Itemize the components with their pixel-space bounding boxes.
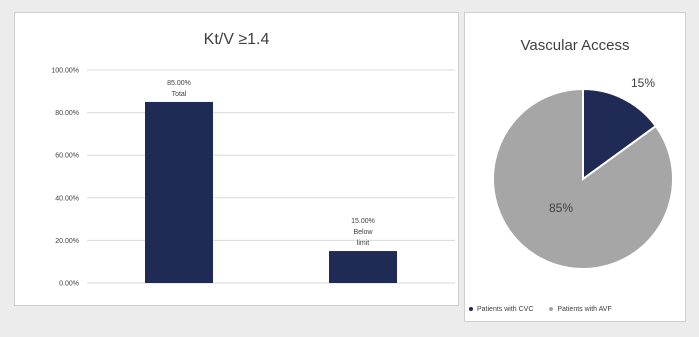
bar-data-label: Total (172, 91, 187, 98)
bar-data-label: 15.00% (351, 218, 375, 225)
legend-label-cvc: Patients with CVC (477, 306, 534, 313)
legend-swatch-avf (549, 307, 554, 312)
legend-item-avf: Patients with AVF (549, 306, 612, 313)
bar-chart-svg: 0.00% 20.00% 40.00% 60.00% 80.00% 100.00% 85.0… (51, 68, 455, 288)
bar-data-label: Below (353, 229, 373, 236)
pie-chart-svg: 15% 85% (492, 76, 674, 270)
y-tick-label: 80.00% (55, 110, 79, 117)
bar-total (145, 101, 213, 283)
legend-item-cvc: Patients with CVC (469, 306, 533, 313)
pie-slice-cvc (582, 87, 658, 181)
bar-data-label: limit (357, 240, 369, 247)
bar-data-label: 85.00% (167, 80, 191, 87)
legend-label-avf: Patients with AVF (557, 306, 612, 313)
pie-slice-avf (492, 87, 674, 270)
y-tick-label: 100.00% (51, 68, 79, 75)
y-tick-label: 20.00% (55, 238, 79, 245)
pie-legend: Patients with CVC Patients with AVF (469, 306, 687, 313)
kt-v-chart-panel: Kt/V ≥1.4 0.00% 20.00% 40.00% 60.00% 80.00% 1… (14, 12, 459, 306)
y-tick-label: 40.00% (55, 195, 79, 202)
pie-slice-label: 85% (549, 201, 573, 215)
pie-slice-label: 15% (631, 76, 655, 90)
y-tick-label: 0.00% (59, 281, 79, 288)
pie-chart-title: Vascular Access (520, 37, 630, 54)
y-tick-label: 60.00% (55, 153, 79, 160)
vascular-access-chart-panel: Vascular Access 15% 85% Patients with CVC… (464, 12, 686, 322)
legend-swatch-cvc (469, 307, 473, 312)
bar-chart-title: Kt/V ≥1.4 (203, 31, 270, 48)
bar-below-limit (329, 251, 397, 283)
